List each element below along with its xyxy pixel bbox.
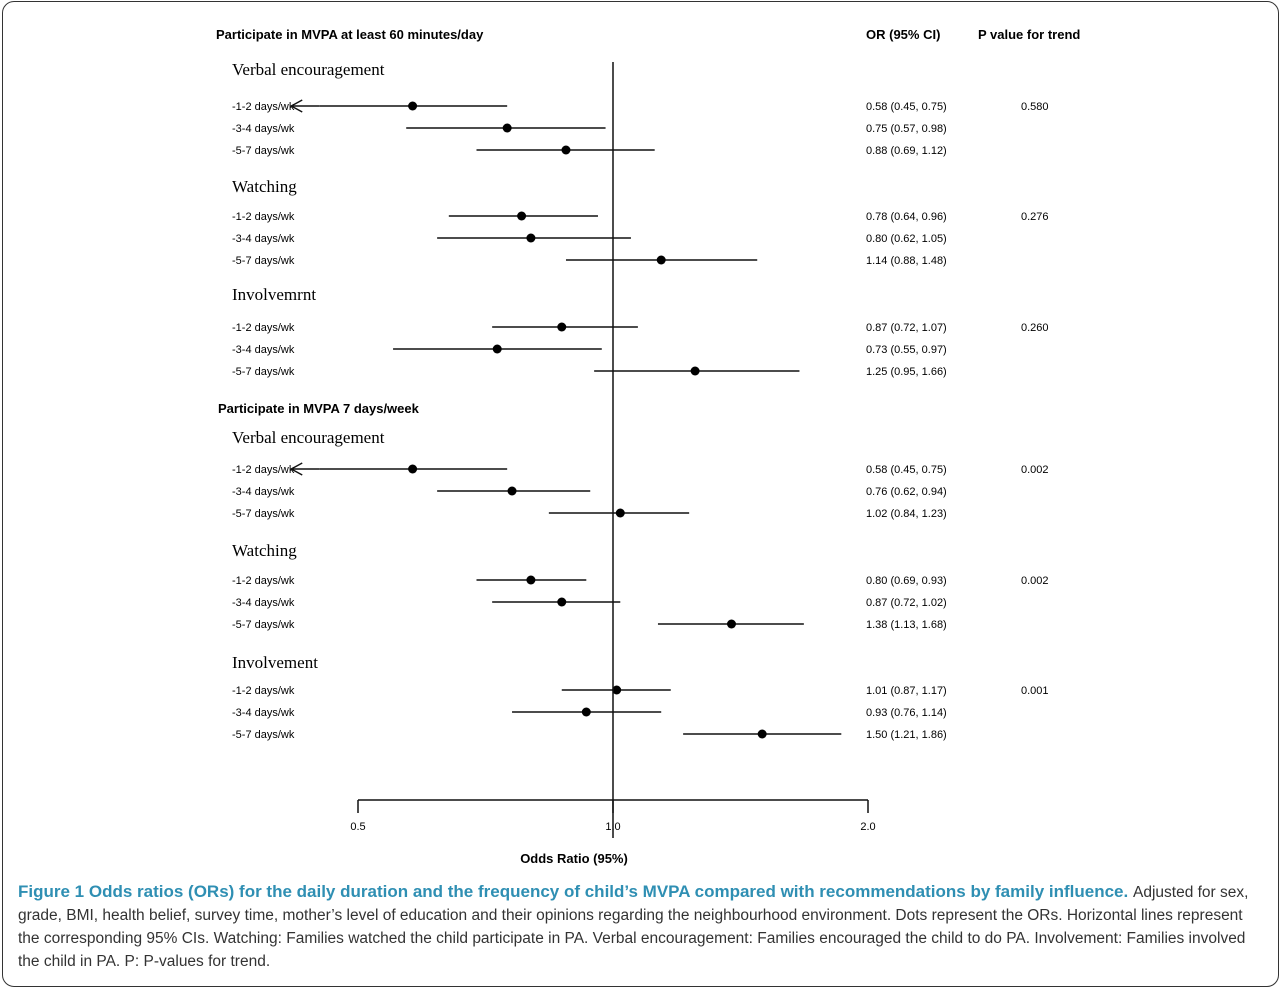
or-column-header: OR (95% CI): [866, 27, 940, 42]
or-ci-value: 0.80 (0.69, 0.93): [866, 575, 947, 587]
ci-arrow-head: [289, 99, 303, 113]
row-label: -1-2 days/wk: [232, 101, 295, 113]
or-point: [557, 322, 567, 332]
or-point: [517, 211, 527, 221]
p-trend-value: 0.002: [1021, 464, 1049, 476]
group-title: Verbal encouragement: [232, 60, 385, 79]
or-point: [612, 685, 622, 695]
row-label: -3-4 days/wk: [232, 597, 295, 609]
or-ci-value: 1.38 (1.13, 1.68): [866, 619, 947, 631]
or-ci-value: 1.14 (0.88, 1.48): [866, 255, 947, 267]
row-label: -3-4 days/wk: [232, 486, 295, 498]
p-column-header: P value for trend: [978, 27, 1080, 42]
or-point: [502, 123, 512, 133]
or-point: [492, 344, 502, 354]
or-ci-value: 1.50 (1.21, 1.86): [866, 729, 947, 741]
row-label: -3-4 days/wk: [232, 707, 295, 719]
forest-plot: OR (95% CI) P value for trend Participate …: [216, 27, 1080, 866]
or-point: [726, 619, 736, 629]
row-label: -1-2 days/wk: [232, 575, 295, 587]
or-point: [656, 255, 666, 265]
row-label: -5-7 days/wk: [232, 366, 295, 378]
section-title: Participate in MVPA 7 days/week: [218, 401, 420, 416]
x-axis-label: Odds Ratio (95%): [520, 851, 628, 866]
or-ci-value: 0.80 (0.62, 1.05): [866, 233, 947, 245]
row-label: -3-4 days/wk: [232, 123, 295, 135]
p-trend-value: 0.276: [1021, 211, 1049, 223]
group-title: Watching: [232, 541, 297, 560]
x-tick-label: 1.0: [605, 821, 620, 833]
or-point: [561, 145, 571, 155]
or-point: [408, 464, 418, 474]
x-tick-label: 2.0: [860, 821, 875, 833]
p-trend-value: 0.580: [1021, 101, 1049, 113]
or-ci-value: 0.58 (0.45, 0.75): [866, 101, 947, 113]
or-ci-value: 0.87 (0.72, 1.02): [866, 597, 947, 609]
row-label: -1-2 days/wk: [232, 322, 295, 334]
row-label: -3-4 days/wk: [232, 344, 295, 356]
group-title: Verbal encouragement: [232, 428, 385, 447]
or-ci-value: 0.75 (0.57, 0.98): [866, 123, 947, 135]
row-label: -5-7 days/wk: [232, 145, 295, 157]
or-point: [526, 233, 536, 243]
or-point: [581, 707, 591, 717]
group-title: Involvement: [232, 653, 318, 672]
row-label: -3-4 days/wk: [232, 233, 295, 245]
p-trend-value: 0.260: [1021, 322, 1049, 334]
or-point: [507, 486, 517, 496]
row-label: -1-2 days/wk: [232, 211, 295, 223]
or-ci-value: 0.93 (0.76, 1.14): [866, 707, 947, 719]
row-label: -5-7 days/wk: [232, 508, 295, 520]
or-point: [526, 575, 536, 585]
or-ci-value: 0.87 (0.72, 1.07): [866, 322, 947, 334]
caption-title: Figure 1 Odds ratios (ORs) for the daily…: [18, 882, 1129, 901]
row-label: -5-7 days/wk: [232, 255, 295, 267]
or-ci-value: 0.88 (0.69, 1.12): [866, 145, 947, 157]
or-ci-value: 1.25 (0.95, 1.66): [866, 366, 947, 378]
ci-arrow-head: [289, 462, 303, 476]
row-label: -5-7 days/wk: [232, 729, 295, 741]
x-tick-label: 0.5: [350, 821, 365, 833]
or-point: [615, 508, 625, 518]
row-label: -1-2 days/wk: [232, 464, 295, 476]
or-ci-value: 1.01 (0.87, 1.17): [866, 685, 947, 697]
caption-body: Adjusted for sex, grade, BMI, health bel…: [18, 884, 1249, 970]
or-ci-value: 1.02 (0.84, 1.23): [866, 508, 947, 520]
or-point: [557, 597, 567, 607]
or-point: [757, 729, 767, 739]
row-label: -1-2 days/wk: [232, 685, 295, 697]
p-trend-value: 0.002: [1021, 575, 1049, 587]
or-ci-value: 0.73 (0.55, 0.97): [866, 344, 947, 356]
or-point: [408, 101, 418, 111]
or-ci-value: 0.78 (0.64, 0.96): [866, 211, 947, 223]
row-label: -5-7 days/wk: [232, 619, 295, 631]
or-ci-value: 0.76 (0.62, 0.94): [866, 486, 947, 498]
section-title: Participate in MVPA at least 60 minutes/…: [216, 27, 484, 42]
p-trend-value: 0.001: [1021, 685, 1049, 697]
group-title: Involvemrnt: [232, 285, 316, 304]
group-title: Watching: [232, 177, 297, 196]
figure-caption: Figure 1 Odds ratios (ORs) for the daily…: [18, 880, 1268, 973]
or-point: [690, 366, 700, 376]
or-ci-value: 0.58 (0.45, 0.75): [866, 464, 947, 476]
